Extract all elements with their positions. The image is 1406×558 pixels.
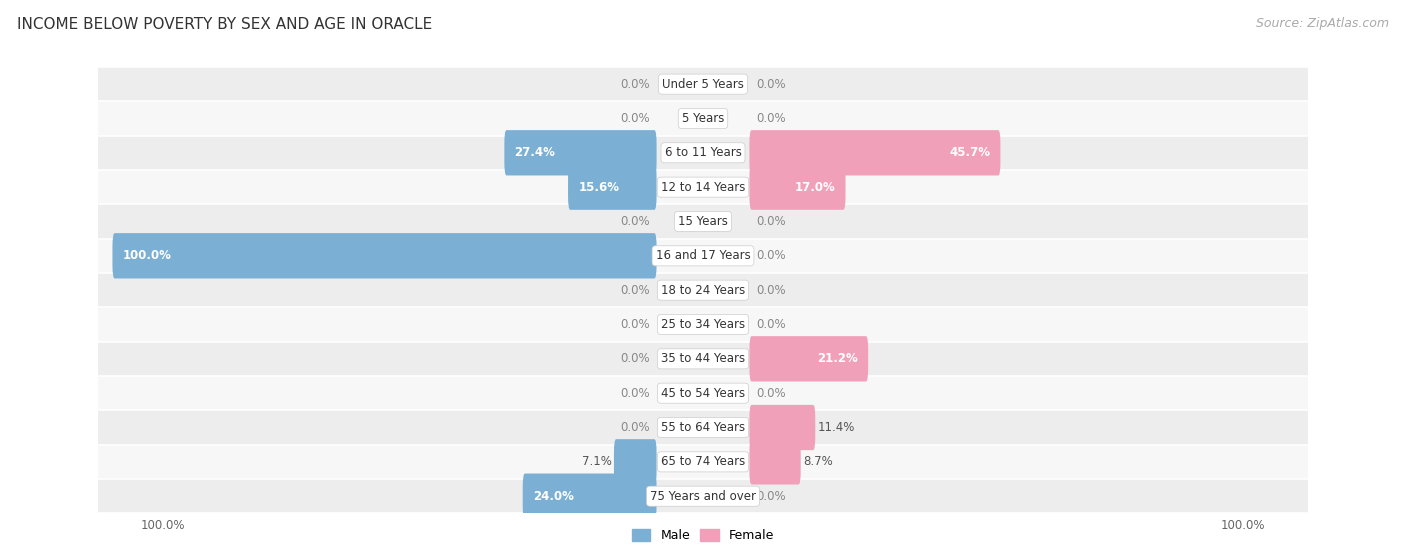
Text: 0.0%: 0.0% bbox=[620, 112, 650, 125]
Bar bbox=[98, 136, 1308, 170]
Text: 0.0%: 0.0% bbox=[756, 387, 786, 400]
Text: 0.0%: 0.0% bbox=[756, 249, 786, 262]
Bar bbox=[98, 341, 1308, 376]
Text: 0.0%: 0.0% bbox=[620, 283, 650, 297]
Text: 6 to 11 Years: 6 to 11 Years bbox=[665, 146, 741, 159]
Text: 0.0%: 0.0% bbox=[620, 352, 650, 365]
Text: 0.0%: 0.0% bbox=[620, 387, 650, 400]
FancyBboxPatch shape bbox=[749, 336, 868, 382]
Text: 65 to 74 Years: 65 to 74 Years bbox=[661, 455, 745, 468]
Text: 45.7%: 45.7% bbox=[949, 146, 990, 159]
Text: 7.1%: 7.1% bbox=[582, 455, 612, 468]
Bar bbox=[98, 67, 1308, 102]
Text: 11.4%: 11.4% bbox=[817, 421, 855, 434]
Text: Under 5 Years: Under 5 Years bbox=[662, 78, 744, 90]
Bar bbox=[98, 445, 1308, 479]
Text: 16 and 17 Years: 16 and 17 Years bbox=[655, 249, 751, 262]
FancyBboxPatch shape bbox=[749, 405, 815, 450]
FancyBboxPatch shape bbox=[749, 165, 845, 210]
Text: 17.0%: 17.0% bbox=[794, 181, 835, 194]
Text: 45 to 54 Years: 45 to 54 Years bbox=[661, 387, 745, 400]
Text: 75 Years and over: 75 Years and over bbox=[650, 490, 756, 503]
Bar bbox=[98, 204, 1308, 239]
Text: 0.0%: 0.0% bbox=[756, 318, 786, 331]
Bar bbox=[98, 479, 1308, 513]
Text: 18 to 24 Years: 18 to 24 Years bbox=[661, 283, 745, 297]
Text: 0.0%: 0.0% bbox=[620, 215, 650, 228]
Text: 55 to 64 Years: 55 to 64 Years bbox=[661, 421, 745, 434]
Text: 0.0%: 0.0% bbox=[756, 112, 786, 125]
Bar bbox=[98, 273, 1308, 307]
Bar bbox=[98, 170, 1308, 204]
Text: INCOME BELOW POVERTY BY SEX AND AGE IN ORACLE: INCOME BELOW POVERTY BY SEX AND AGE IN O… bbox=[17, 17, 432, 32]
Text: 0.0%: 0.0% bbox=[756, 490, 786, 503]
Text: 0.0%: 0.0% bbox=[620, 421, 650, 434]
Bar bbox=[98, 102, 1308, 136]
Text: 0.0%: 0.0% bbox=[620, 318, 650, 331]
Bar bbox=[98, 410, 1308, 445]
Text: 0.0%: 0.0% bbox=[620, 78, 650, 90]
FancyBboxPatch shape bbox=[523, 474, 657, 519]
Text: 35 to 44 Years: 35 to 44 Years bbox=[661, 352, 745, 365]
Text: 21.2%: 21.2% bbox=[817, 352, 858, 365]
Bar bbox=[98, 307, 1308, 341]
Legend: Male, Female: Male, Female bbox=[627, 525, 779, 547]
FancyBboxPatch shape bbox=[749, 130, 1001, 175]
FancyBboxPatch shape bbox=[749, 439, 800, 484]
Text: 25 to 34 Years: 25 to 34 Years bbox=[661, 318, 745, 331]
Text: Source: ZipAtlas.com: Source: ZipAtlas.com bbox=[1256, 17, 1389, 30]
Bar bbox=[98, 239, 1308, 273]
Text: 8.7%: 8.7% bbox=[803, 455, 832, 468]
FancyBboxPatch shape bbox=[112, 233, 657, 278]
Text: 27.4%: 27.4% bbox=[515, 146, 555, 159]
Text: 0.0%: 0.0% bbox=[756, 78, 786, 90]
Text: 12 to 14 Years: 12 to 14 Years bbox=[661, 181, 745, 194]
Text: 5 Years: 5 Years bbox=[682, 112, 724, 125]
FancyBboxPatch shape bbox=[568, 165, 657, 210]
FancyBboxPatch shape bbox=[505, 130, 657, 175]
FancyBboxPatch shape bbox=[614, 439, 657, 484]
Text: 15.6%: 15.6% bbox=[578, 181, 619, 194]
Text: 0.0%: 0.0% bbox=[756, 283, 786, 297]
Text: 24.0%: 24.0% bbox=[533, 490, 574, 503]
Text: 0.0%: 0.0% bbox=[756, 215, 786, 228]
Text: 100.0%: 100.0% bbox=[122, 249, 172, 262]
Bar bbox=[98, 376, 1308, 410]
Text: 15 Years: 15 Years bbox=[678, 215, 728, 228]
